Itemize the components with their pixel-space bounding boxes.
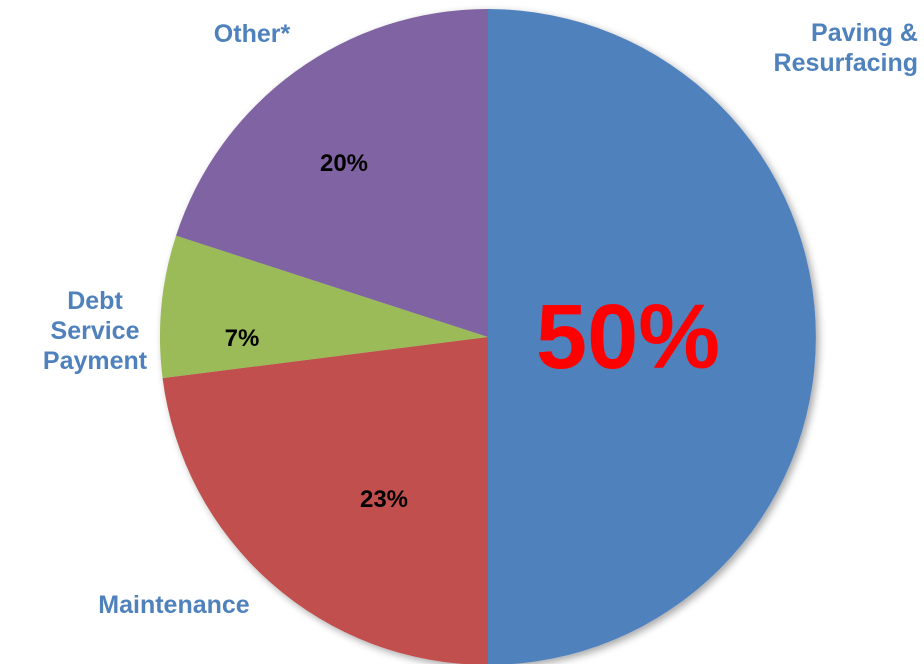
value-label-maintenance: 23%	[360, 486, 408, 513]
category-label-debt-service-payment: Debt Service Payment	[42, 287, 148, 375]
category-label-paving-resurfacing: Paving & Resurfacing	[773, 19, 918, 77]
value-label-other: 20%	[320, 150, 368, 177]
category-label-other: Other*	[213, 20, 291, 48]
pie-slice-maintenance	[162, 337, 488, 665]
value-label-debt-service-payment: 7%	[225, 325, 260, 352]
pie-slice-paving-resurfacing	[488, 9, 816, 665]
pie-slice-debt-service-payment	[160, 235, 488, 379]
pie-slices	[160, 8, 816, 665]
category-label-maintenance: Maintenance	[98, 591, 250, 619]
pie-slice-other	[176, 8, 489, 337]
value-label-paving-resurfacing: 50%	[536, 286, 720, 388]
